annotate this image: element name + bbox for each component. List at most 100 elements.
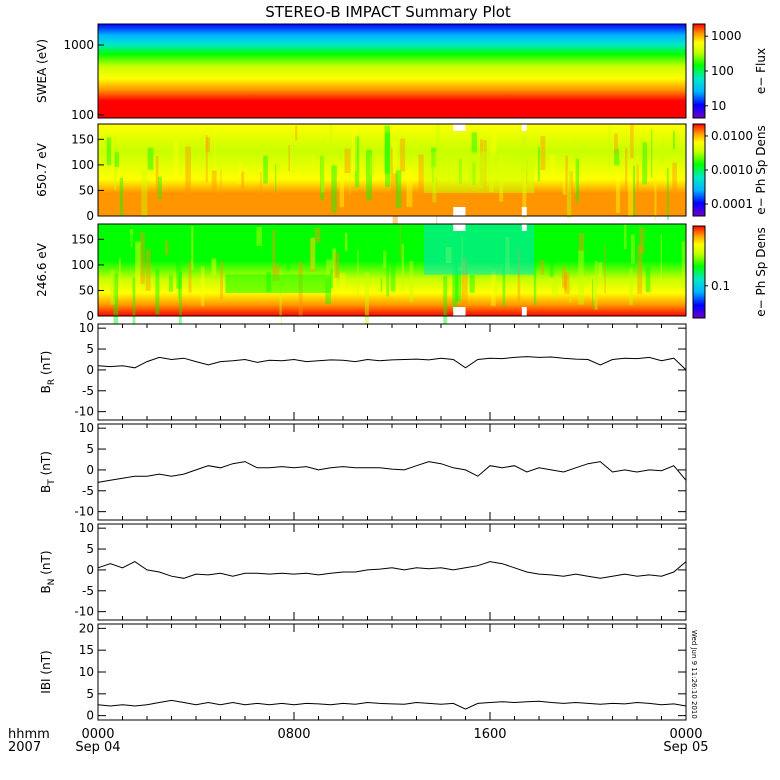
y-tick-label: -5 <box>82 384 94 398</box>
y-tick-label: -5 <box>82 584 94 598</box>
spectrogram-texture <box>395 170 402 209</box>
panel-frame <box>97 423 687 521</box>
spectrogram-texture <box>392 173 398 227</box>
spectrogram-texture <box>540 259 545 275</box>
spectrogram-panel: 150 100 50 0 246.6 eV 0.1 e− Ph Sp Dens <box>35 223 768 331</box>
panel-frame <box>97 223 687 317</box>
spectrogram-texture <box>625 147 628 189</box>
data-gap <box>521 224 527 231</box>
spectrogram-texture <box>129 229 134 247</box>
spectrogram-texture <box>178 275 180 299</box>
spectrogram-quiet-region <box>225 274 331 293</box>
data-gap <box>453 224 466 231</box>
spectrogram-texture <box>673 130 675 150</box>
spectrogram-quiet-region <box>423 151 535 193</box>
spectrogram-texture <box>490 271 496 307</box>
y-tick-label: 20 <box>79 621 94 635</box>
spectrogram-texture <box>329 124 332 157</box>
spectrogram-texture <box>354 136 360 188</box>
y-tick-label: 0 <box>86 363 94 377</box>
spectrogram-texture <box>155 269 160 315</box>
colorbar-tick-label: 100 <box>711 64 734 78</box>
y-tick-label: 0 <box>86 563 94 577</box>
spectrogram-texture <box>369 155 375 176</box>
spectrogram-image <box>98 24 686 118</box>
spectrogram-texture <box>147 147 154 170</box>
spectrogram-texture <box>436 177 438 229</box>
x-tick-label: 0800 <box>277 727 310 742</box>
spectrogram-texture <box>165 240 169 256</box>
spectrogram-texture <box>275 164 277 193</box>
spectrogram-texture <box>238 161 242 185</box>
colorbar <box>692 225 706 319</box>
spectrogram-texture <box>614 133 618 155</box>
spectrogram-texture <box>392 140 398 165</box>
spectrogram-texture <box>666 167 669 221</box>
colorbar <box>692 23 706 119</box>
spectrogram-texture <box>390 147 393 199</box>
panel-frame <box>97 123 687 217</box>
spectrogram-texture <box>286 237 290 271</box>
spectrogram-texture <box>330 268 333 289</box>
y-tick-label: -10 <box>74 505 94 519</box>
spectrogram-texture <box>631 234 635 264</box>
spectrogram-texture <box>110 270 115 305</box>
y-axis-label: BN (nT) <box>39 550 57 593</box>
y-tick-label: 0 <box>86 209 94 223</box>
spectrogram-texture <box>660 234 662 280</box>
x-tick-label: 1600 <box>473 727 506 742</box>
spectrogram-texture <box>205 137 211 153</box>
spectrogram-texture <box>590 275 594 300</box>
y-tick-label: 100 <box>71 258 94 272</box>
spectrogram-texture <box>185 146 191 194</box>
spectrogram-texture <box>279 269 281 317</box>
spectrogram-texture <box>128 234 135 262</box>
spectrogram-texture <box>399 224 401 260</box>
spectrogram-texture <box>406 169 413 207</box>
spectrogram-texture <box>364 236 369 252</box>
spectrogram-texture <box>237 236 243 263</box>
spectrogram-texture <box>591 278 594 310</box>
line-panel: 10 5 0 -5 -10 BR (nT) <box>39 321 687 421</box>
date-label-start: Sep 04 <box>75 740 120 755</box>
spectrogram-texture <box>386 253 389 297</box>
y-tick-label: -5 <box>82 484 94 498</box>
line-panel: 10 5 0 -5 -10 BN (nT) <box>39 521 687 621</box>
spectrogram-texture <box>260 171 262 217</box>
spectrogram-texture <box>551 276 558 298</box>
spectrogram-texture <box>321 139 325 193</box>
spectrogram-texture <box>119 177 124 216</box>
spectrogram-texture <box>636 164 639 214</box>
y-tick-label: 5 <box>86 687 94 701</box>
spectrogram-texture <box>114 152 120 167</box>
data-gap <box>453 307 466 316</box>
spectrogram-texture <box>651 129 653 178</box>
spectrogram-texture <box>205 135 208 183</box>
spectrogram-texture <box>132 277 136 331</box>
y-tick-label: 50 <box>79 283 94 297</box>
spectrogram-texture <box>537 147 540 182</box>
spectrogram-texture <box>461 258 468 304</box>
y-tick-label: 10 <box>79 665 94 679</box>
y-tick-label: 10 <box>79 321 94 335</box>
spectrogram-panel: 150 100 50 0 650.7 eV 0.0100 0.0010 0.0001 e− Ph… <box>35 123 768 229</box>
data-gap <box>521 124 527 131</box>
generation-stamp: Wed Jun 9 11:26:10 2010 <box>690 630 698 719</box>
spectrogram-texture <box>176 253 182 289</box>
spectrogram-texture <box>469 274 475 293</box>
colorbar-tick-label: 1000 <box>711 29 742 43</box>
spectrogram-texture <box>629 268 633 305</box>
spectrogram-texture <box>456 271 462 302</box>
spectrogram-texture <box>637 245 643 294</box>
colorbar-tick-label: 0.0010 <box>711 163 753 177</box>
spectrogram-texture <box>549 154 556 179</box>
spectrogram-texture <box>331 165 337 213</box>
spectrogram-texture <box>357 249 359 298</box>
year-label: 2007 <box>8 740 41 755</box>
spectrogram-texture <box>578 250 585 305</box>
spectrogram-texture <box>517 249 521 302</box>
y-tick-label: 5 <box>86 542 94 556</box>
spectrogram-texture <box>660 137 665 165</box>
spectrogram-texture <box>349 168 351 195</box>
spectrogram-texture <box>569 276 572 303</box>
